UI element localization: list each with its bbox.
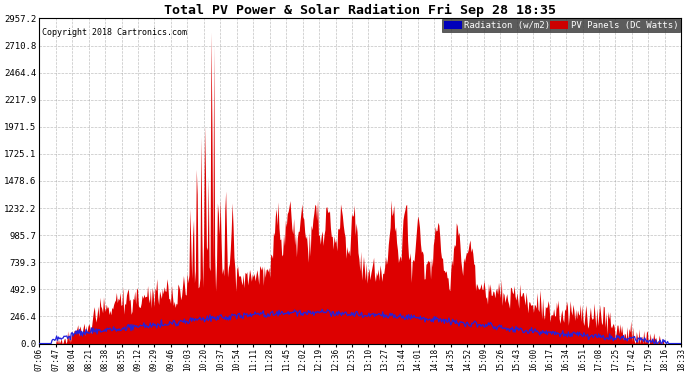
Legend: Radiation (w/m2), PV Panels (DC Watts): Radiation (w/m2), PV Panels (DC Watts)	[442, 20, 680, 32]
Text: Copyright 2018 Cartronics.com: Copyright 2018 Cartronics.com	[42, 28, 188, 37]
Title: Total PV Power & Solar Radiation Fri Sep 28 18:35: Total PV Power & Solar Radiation Fri Sep…	[164, 4, 556, 17]
